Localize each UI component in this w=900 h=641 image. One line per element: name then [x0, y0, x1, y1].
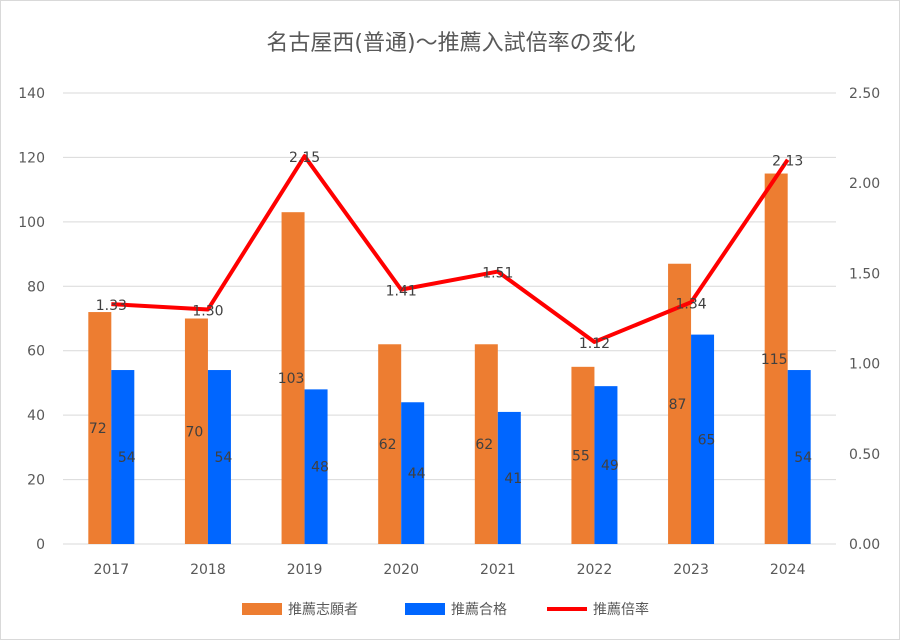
bar-data-label: 55: [572, 448, 590, 464]
bar-data-label: 54: [215, 450, 233, 466]
x-axis: 2017 2018 2019 2020 2021 2022 2023 2024: [93, 562, 805, 578]
bar-data-label: 65: [698, 432, 716, 448]
bar-data-label: 54: [794, 450, 812, 466]
x-tick-label: 2023: [673, 562, 709, 578]
bar-data-label: 49: [601, 458, 619, 474]
y-left-tick-label: 120: [18, 150, 45, 166]
data-labels: 72 54 70 54 103 48 62 44 62 41 55 49 87 65 115 54 1.33 1.…: [89, 150, 812, 487]
bar-data-label: 72: [89, 421, 107, 437]
rate-data-label: 1.33: [96, 298, 127, 314]
y-left-tick-label: 0: [36, 537, 45, 553]
y-right-tick-label: 0.00: [849, 537, 880, 553]
x-tick-label: 2018: [190, 562, 226, 578]
x-tick-label: 2020: [383, 562, 419, 578]
rate-data-label: 1.51: [482, 266, 513, 282]
legend[interactable]: 推薦志願者 推薦合格 推薦倍率: [242, 601, 649, 618]
rate-data-label: 1.12: [579, 336, 610, 352]
x-tick-label: 2021: [480, 562, 516, 578]
y-left-tick-label: 80: [27, 279, 45, 295]
bar-data-label: 44: [408, 466, 426, 482]
bar-data-label: 48: [311, 460, 329, 476]
rate-data-label: 1.30: [192, 303, 223, 319]
legend-label: 推薦合格: [451, 602, 507, 618]
y-axis-right: 0.00 0.50 1.00 1.50 2.00 2.50: [849, 86, 880, 553]
y-left-tick-label: 20: [27, 473, 45, 489]
y-left-tick-label: 140: [18, 86, 45, 102]
x-tick-label: 2024: [770, 562, 806, 578]
legend-item-2[interactable]: 推薦倍率: [547, 601, 649, 618]
x-tick-label: 2022: [577, 562, 613, 578]
bar-data-label: 54: [118, 450, 136, 466]
legend-swatch: [405, 603, 445, 615]
y-right-tick-label: 2.00: [849, 176, 880, 192]
bar-data-label: 115: [761, 352, 788, 368]
legend-label: 推薦志願者: [288, 602, 358, 618]
gridlines: [63, 93, 836, 544]
bar-data-label: 62: [475, 437, 493, 453]
legend-label: 推薦倍率: [593, 601, 649, 618]
bar-data-label: 103: [278, 371, 305, 387]
y-left-tick-label: 100: [18, 215, 45, 231]
bars: [88, 174, 810, 544]
rate-data-label: 2.13: [772, 154, 803, 170]
rate-data-label: 1.34: [675, 296, 706, 312]
x-tick-label: 2017: [93, 562, 129, 578]
y-right-tick-label: 2.50: [849, 86, 880, 102]
y-left-tick-label: 60: [27, 344, 45, 360]
y-right-tick-label: 1.50: [849, 266, 880, 282]
rate-data-label: 2.15: [289, 150, 320, 166]
legend-item-0[interactable]: 推薦志願者: [242, 602, 358, 618]
y-axis-left: 0 20 40 60 80 100 120 140: [18, 86, 45, 553]
y-right-tick-label: 0.50: [849, 447, 880, 463]
bar-data-label: 87: [669, 397, 687, 413]
y-right-tick-label: 1.00: [849, 357, 880, 373]
bar-data-label: 41: [504, 471, 522, 487]
bar-data-label: 62: [379, 437, 397, 453]
bar-data-label: 70: [186, 424, 204, 440]
x-tick-label: 2019: [287, 562, 323, 578]
legend-swatch: [242, 603, 282, 615]
chart-title: 名古屋西(普通)～推薦入試倍率の変化: [266, 31, 635, 56]
rate-data-label: 1.41: [386, 284, 417, 300]
y-left-tick-label: 40: [27, 408, 45, 424]
legend-item-1[interactable]: 推薦合格: [405, 602, 507, 618]
